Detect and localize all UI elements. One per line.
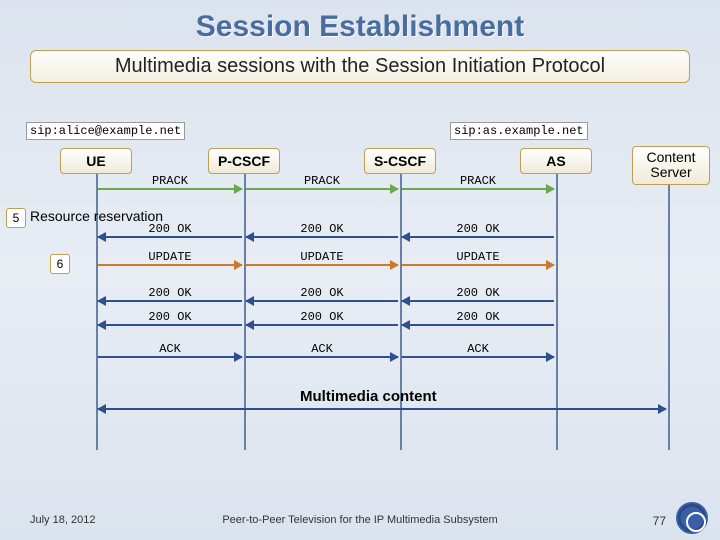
arrow: [98, 236, 242, 238]
msg-label: PRACK: [246, 174, 398, 188]
arrow: [402, 300, 554, 302]
msg-label: ACK: [246, 342, 398, 356]
msg-label: 200 OK: [246, 286, 398, 300]
msg-label: 200 OK: [402, 222, 554, 236]
mm-content-label: Multimedia content: [300, 388, 437, 405]
arrow: [98, 324, 242, 326]
arrow: [246, 188, 398, 190]
arrow: [246, 300, 398, 302]
msg-label: 200 OK: [98, 286, 242, 300]
slide-subtitle: Multimedia sessions with the Session Ini…: [30, 50, 690, 83]
msg-label: ACK: [402, 342, 554, 356]
msg-label: PRACK: [98, 174, 242, 188]
step-5-num: 5: [6, 208, 26, 228]
slide-title: Session Establishment: [0, 0, 720, 44]
arrow: [402, 188, 554, 190]
msg-label: 200 OK: [402, 286, 554, 300]
lifeline-as: [556, 150, 558, 450]
footer-center: Peer-to-Peer Television for the IP Multi…: [0, 514, 720, 526]
arrow: [402, 264, 554, 266]
msg-label: PRACK: [402, 174, 554, 188]
node-as: AS: [520, 148, 592, 174]
arrow: [402, 324, 554, 326]
node-ue: UE: [60, 148, 132, 174]
node-pcscf: P-CSCF: [208, 148, 280, 174]
msg-label: 200 OK: [246, 310, 398, 324]
arrow: [98, 188, 242, 190]
arrow: [246, 236, 398, 238]
logo-icon: [676, 502, 708, 534]
arrow: [98, 300, 242, 302]
step-5-label: Resource reservation: [30, 208, 163, 224]
arrow: [246, 264, 398, 266]
sequence-diagram: UE P-CSCF S-CSCF AS Content Server 5 Res…: [0, 150, 720, 480]
arrow: [98, 356, 242, 358]
arrow: [246, 324, 398, 326]
arrow: [246, 356, 398, 358]
msg-label: 200 OK: [98, 310, 242, 324]
msg-label: 200 OK: [98, 222, 242, 236]
footer-page: 77: [653, 514, 666, 528]
node-content-server: Content Server: [632, 146, 710, 185]
sip-left-label: sip:alice@example.net: [26, 122, 185, 140]
msg-label: ACK: [98, 342, 242, 356]
msg-label: 200 OK: [246, 222, 398, 236]
lifeline-cs: [668, 150, 670, 450]
msg-label: UPDATE: [246, 250, 398, 264]
msg-label: UPDATE: [402, 250, 554, 264]
msg-label: 200 OK: [402, 310, 554, 324]
arrow: [402, 236, 554, 238]
step-6-num: 6: [50, 254, 70, 274]
msg-label: UPDATE: [98, 250, 242, 264]
node-scscf: S-CSCF: [364, 148, 436, 174]
mm-content-arrow: [98, 408, 666, 410]
sip-right-label: sip:as.example.net: [450, 122, 588, 140]
arrow: [402, 356, 554, 358]
arrow: [98, 264, 242, 266]
